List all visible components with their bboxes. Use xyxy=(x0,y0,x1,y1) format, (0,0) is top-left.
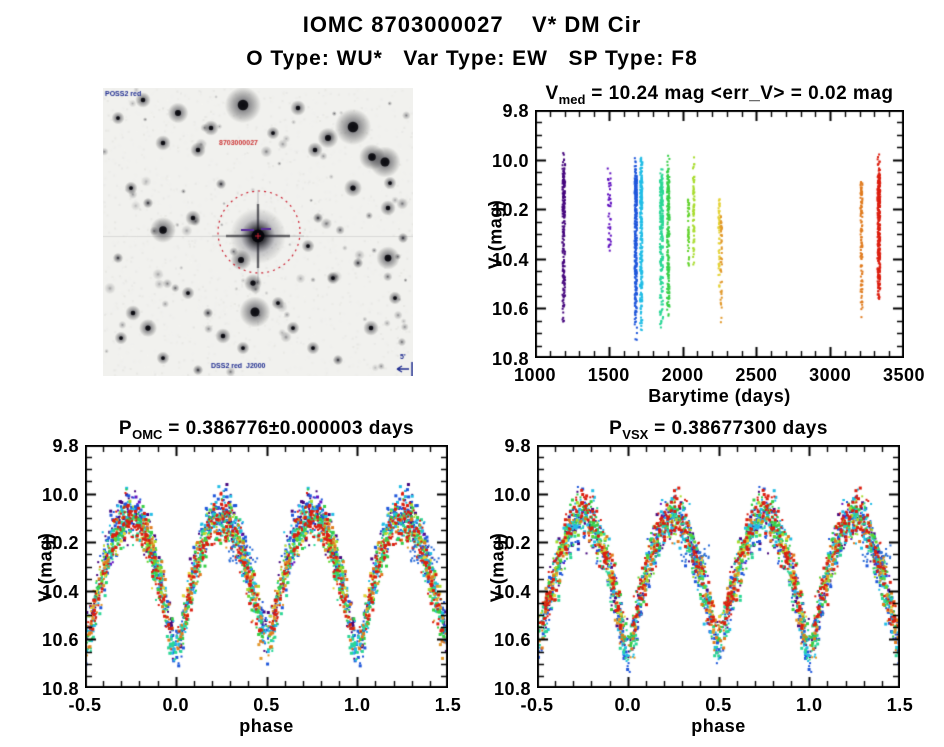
x-tick-label: 0.0 xyxy=(614,695,642,715)
y-tick-label: 10.4 xyxy=(491,249,529,270)
y-tick-label: 10.8 xyxy=(493,679,531,699)
x-tick-label: 3000 xyxy=(809,365,852,385)
x-tick-label: 1.0 xyxy=(795,695,823,715)
time-series-canvas xyxy=(535,110,904,358)
x-tick-label: 2500 xyxy=(735,365,778,385)
title-rest: = 0.386776±0.000003 days xyxy=(162,418,415,439)
x-tick-label: 0.0 xyxy=(162,695,190,715)
x-tick-label: 1500 xyxy=(587,365,630,385)
phase-folded-plot-omc: POMC = 0.386776±0.000003 days phase V (m… xyxy=(36,418,461,736)
x-tick-label: 1.5 xyxy=(434,695,462,715)
y-tick-label: 9.8 xyxy=(502,101,529,121)
x-tick-label: 3500 xyxy=(882,365,926,385)
title-subscript: VSX xyxy=(622,426,649,442)
y-tick-label: 10.0 xyxy=(493,484,531,505)
phase-omc-canvas xyxy=(85,445,448,688)
time-series-plot: Vmed = 10.24 mag <err_V> = 0.02 mag Bary… xyxy=(486,83,925,406)
y-tick-label: 10.2 xyxy=(493,533,531,554)
title-prefix: V xyxy=(545,83,559,104)
title-rest: = 0.38677300 days xyxy=(648,418,828,439)
page-title: IOMC 8703000027 V* DM Cir xyxy=(302,12,642,37)
title-prefix: P xyxy=(118,418,133,439)
y-tick-label: 10.4 xyxy=(41,581,79,602)
title-subscript: med xyxy=(558,91,586,107)
x-tick-label: 1000 xyxy=(513,365,557,385)
x-tick-label: -0.5 xyxy=(520,695,554,715)
time-series-xaxis-label: Barytime (days) xyxy=(648,386,791,406)
time-series-title: Vmed = 10.24 mag <err_V> = 0.02 mag xyxy=(545,83,893,107)
x-tick-label: 1.5 xyxy=(886,695,914,715)
title-rest: = 10.24 mag <err_V> = 0.02 mag xyxy=(585,83,894,104)
finding-chart-image xyxy=(103,88,413,376)
x-tick-label: 0.5 xyxy=(705,695,732,715)
y-tick-label: 10.6 xyxy=(41,630,79,651)
y-tick-label: 10.6 xyxy=(491,299,529,320)
y-tick-label: 9.8 xyxy=(52,436,79,456)
y-tick-label: 10.2 xyxy=(41,533,79,554)
phase-vsx-xaxis-label: phase xyxy=(691,716,746,736)
y-tick-label: 10.4 xyxy=(493,581,531,602)
x-tick-label: 2000 xyxy=(661,365,704,385)
phase-vsx-title: PVSX = 0.38677300 days xyxy=(609,418,828,442)
phase-omc-xaxis-label: phase xyxy=(239,716,294,736)
phase-omc-title: POMC = 0.386776±0.000003 days xyxy=(119,418,414,442)
y-tick-label: 10.0 xyxy=(491,150,529,171)
page-subtitle: O Type: WU* Var Type: EW SP Type: F8 xyxy=(246,47,698,70)
x-tick-label: 1.0 xyxy=(343,695,371,715)
y-tick-label: 9.8 xyxy=(504,436,531,456)
title-prefix: P xyxy=(609,418,623,439)
y-tick-label: 10.8 xyxy=(41,679,79,699)
title-subscript: OMC xyxy=(132,426,163,442)
phase-folded-plot-vsx: PVSX = 0.38677300 days phase V (mag) -0.… xyxy=(488,418,913,736)
finding-chart xyxy=(103,88,413,376)
x-tick-label: 0.5 xyxy=(253,695,280,715)
y-tick-label: 10.0 xyxy=(41,484,79,505)
phase-vsx-canvas xyxy=(537,445,900,688)
y-tick-label: 10.6 xyxy=(493,630,531,651)
y-tick-label: 10.8 xyxy=(491,349,529,369)
x-tick-label: -0.5 xyxy=(68,695,102,715)
y-tick-label: 10.2 xyxy=(491,200,529,221)
